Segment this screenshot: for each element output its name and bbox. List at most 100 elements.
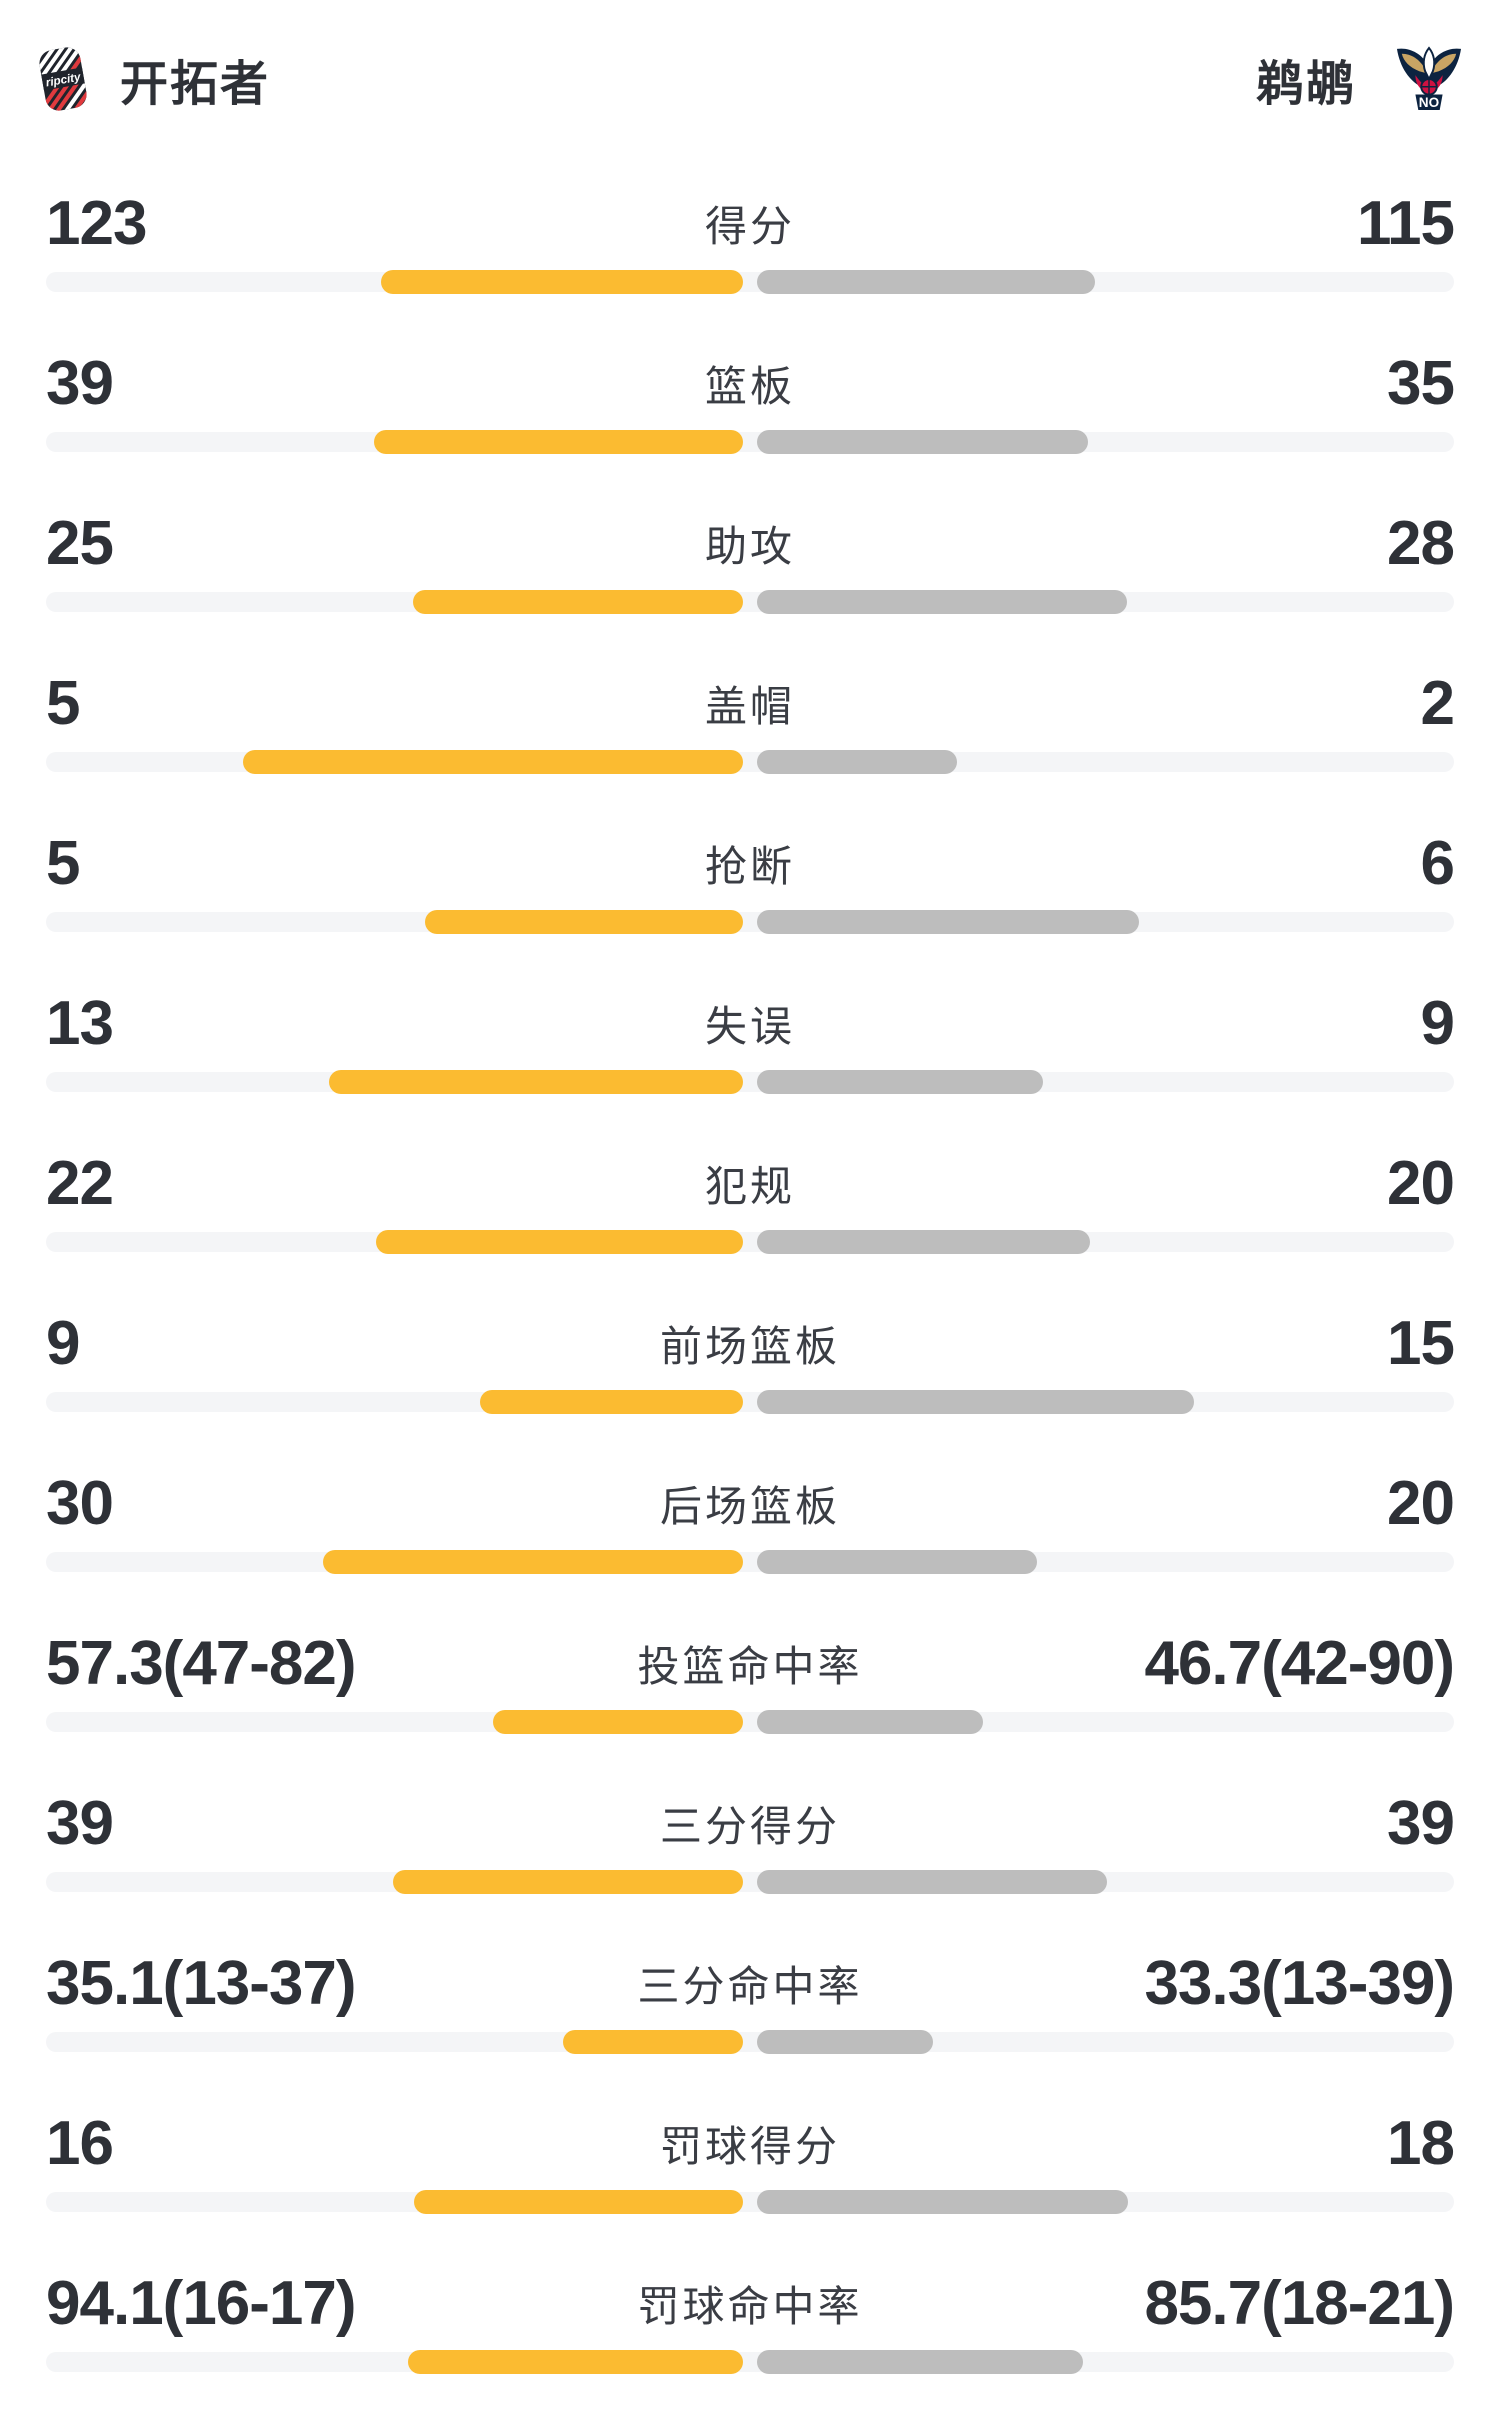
stat-label: 罚球得分 bbox=[659, 2122, 841, 2170]
matchup-header: ripcity 开拓者 鹈鹕 NO bbox=[0, 0, 1500, 116]
stat-row: 39 篮板 35 bbox=[0, 348, 1500, 510]
stat-bar-track-bg bbox=[46, 432, 1454, 452]
stat-label: 盖帽 bbox=[704, 682, 796, 730]
away-stat-bar bbox=[757, 590, 1127, 614]
home-team: ripcity 开拓者 bbox=[36, 43, 270, 115]
away-stat-value: 115 bbox=[1356, 188, 1455, 258]
stat-bar-track-bg bbox=[46, 1872, 1454, 1892]
stat-labels-line: 5 盖帽 2 bbox=[46, 668, 1455, 738]
away-stat-value: 9 bbox=[1420, 988, 1455, 1058]
home-stat-bar bbox=[381, 270, 743, 294]
home-stat-bar bbox=[329, 1070, 743, 1094]
away-stat-bar bbox=[757, 1710, 983, 1734]
home-stat-value: 22 bbox=[46, 1148, 114, 1218]
away-stat-bar bbox=[757, 1070, 1043, 1094]
stat-row: 94.1(16-17) 罚球命中率 85.7(18-21) bbox=[0, 2268, 1500, 2430]
home-stat-bar bbox=[393, 1870, 743, 1894]
stat-bar-track bbox=[46, 1390, 1454, 1414]
stat-row: 16 罚球得分 18 bbox=[0, 2108, 1500, 2270]
away-stat-value: 2 bbox=[1420, 668, 1455, 738]
pelicans-logo-text: NO bbox=[1419, 95, 1439, 110]
stat-bar-track bbox=[46, 2350, 1454, 2374]
away-stat-value: 6 bbox=[1420, 828, 1455, 898]
stat-label: 三分得分 bbox=[659, 1802, 841, 1850]
away-stat-value: 35 bbox=[1387, 348, 1455, 418]
stat-bar-track bbox=[46, 430, 1454, 454]
stat-row: 57.3(47-82) 投篮命中率 46.7(42-90) bbox=[0, 1628, 1500, 1790]
home-stat-value: 30 bbox=[46, 1468, 114, 1538]
stat-label: 抢断 bbox=[704, 842, 796, 890]
stat-labels-line: 39 篮板 35 bbox=[46, 348, 1455, 418]
away-stat-value: 20 bbox=[1387, 1148, 1455, 1218]
stat-bar-track bbox=[46, 910, 1454, 934]
stat-labels-line: 123 得分 115 bbox=[46, 188, 1455, 258]
stat-labels-line: 13 失误 9 bbox=[46, 988, 1455, 1058]
stat-row: 5 盖帽 2 bbox=[0, 668, 1500, 830]
stat-bar-track-bg bbox=[46, 1232, 1454, 1252]
stat-row: 39 三分得分 39 bbox=[0, 1788, 1500, 1950]
away-stat-value: 18 bbox=[1387, 2108, 1455, 2178]
stat-row: 25 助攻 28 bbox=[0, 508, 1500, 670]
stat-bar-track-bg bbox=[46, 1072, 1454, 1092]
stat-label: 犯规 bbox=[704, 1162, 796, 1210]
home-stat-bar bbox=[376, 1230, 743, 1254]
away-stat-bar bbox=[757, 2350, 1083, 2374]
stat-label: 助攻 bbox=[704, 522, 796, 570]
stat-labels-line: 39 三分得分 39 bbox=[46, 1788, 1455, 1858]
away-stat-bar bbox=[757, 910, 1139, 934]
home-stat-value: 39 bbox=[46, 348, 114, 418]
away-stat-bar bbox=[757, 750, 957, 774]
stat-bar-track-bg bbox=[46, 912, 1454, 932]
stat-labels-line: 57.3(47-82) 投篮命中率 46.7(42-90) bbox=[46, 1628, 1455, 1698]
stat-bar-track bbox=[46, 1870, 1454, 1894]
home-stat-value: 39 bbox=[46, 1788, 114, 1858]
away-stat-value: 46.7(42-90) bbox=[1144, 1628, 1455, 1698]
stat-bar-track bbox=[46, 2030, 1454, 2054]
stat-bar-track bbox=[46, 1710, 1454, 1734]
home-stat-bar bbox=[425, 910, 743, 934]
stat-label: 得分 bbox=[704, 202, 796, 250]
home-team-name: 开拓者 bbox=[120, 58, 271, 111]
stat-label: 前场篮板 bbox=[659, 1322, 841, 1370]
stat-bar-track-bg bbox=[46, 592, 1454, 612]
away-stat-value: 15 bbox=[1387, 1308, 1455, 1378]
home-stat-value: 25 bbox=[46, 508, 114, 578]
home-stat-bar bbox=[563, 2030, 743, 2054]
home-stat-bar bbox=[493, 1710, 743, 1734]
away-stat-value: 28 bbox=[1387, 508, 1455, 578]
stat-bar-track-bg bbox=[46, 272, 1454, 292]
stat-row: 5 抢断 6 bbox=[0, 828, 1500, 990]
home-stat-value: 13 bbox=[46, 988, 114, 1058]
stat-bar-track-bg bbox=[46, 2192, 1454, 2212]
stat-label: 篮板 bbox=[704, 362, 796, 410]
home-stat-value: 5 bbox=[46, 828, 80, 898]
stat-label: 失误 bbox=[704, 1002, 796, 1050]
stat-labels-line: 25 助攻 28 bbox=[46, 508, 1455, 578]
away-stat-bar bbox=[757, 1390, 1194, 1414]
stat-labels-line: 5 抢断 6 bbox=[46, 828, 1455, 898]
stat-bar-track bbox=[46, 590, 1454, 614]
stat-bar-track-bg bbox=[46, 1552, 1454, 1572]
home-stat-value: 123 bbox=[46, 188, 147, 258]
home-stat-bar bbox=[374, 430, 743, 454]
stat-bar-track bbox=[46, 1070, 1454, 1094]
stat-bar-track-bg bbox=[46, 2352, 1454, 2372]
away-stat-value: 39 bbox=[1387, 1788, 1455, 1858]
away-stat-bar bbox=[757, 430, 1088, 454]
pelicans-logo-icon: NO bbox=[1396, 46, 1462, 110]
stat-label: 投篮命中率 bbox=[637, 1642, 863, 1690]
home-stat-bar bbox=[408, 2350, 743, 2374]
stat-bar-track bbox=[46, 2190, 1454, 2214]
stat-row: 123 得分 115 bbox=[0, 188, 1500, 350]
stat-row: 9 前场篮板 15 bbox=[0, 1308, 1500, 1470]
stat-bar-track bbox=[46, 1230, 1454, 1254]
home-stat-bar bbox=[323, 1550, 743, 1574]
home-stat-value: 9 bbox=[46, 1308, 80, 1378]
stat-row: 22 犯规 20 bbox=[0, 1148, 1500, 1310]
stats-list: 123 得分 115 39 篮板 35 25 助攻 28 bbox=[0, 188, 1500, 2430]
stat-labels-line: 22 犯规 20 bbox=[46, 1148, 1455, 1218]
away-team-name: 鹈鹕 bbox=[1255, 58, 1356, 111]
home-stat-value: 35.1(13-37) bbox=[46, 1948, 357, 2018]
blazers-logo-text: ripcity bbox=[45, 70, 82, 89]
home-stat-value: 94.1(16-17) bbox=[46, 2268, 357, 2338]
